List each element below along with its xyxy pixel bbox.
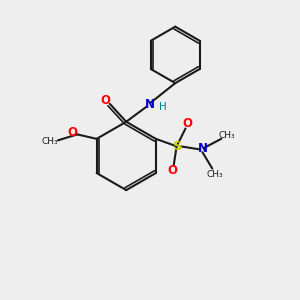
Text: O: O xyxy=(100,94,110,107)
Text: N: N xyxy=(197,142,208,155)
Text: S: S xyxy=(173,140,183,153)
Text: O: O xyxy=(67,126,77,140)
Text: O: O xyxy=(182,118,192,130)
Text: N: N xyxy=(145,98,155,111)
Text: CH₃: CH₃ xyxy=(219,131,236,140)
Text: CH₃: CH₃ xyxy=(207,170,224,179)
Text: H: H xyxy=(160,102,167,112)
Text: CH₃: CH₃ xyxy=(41,137,58,146)
Text: O: O xyxy=(167,164,177,178)
